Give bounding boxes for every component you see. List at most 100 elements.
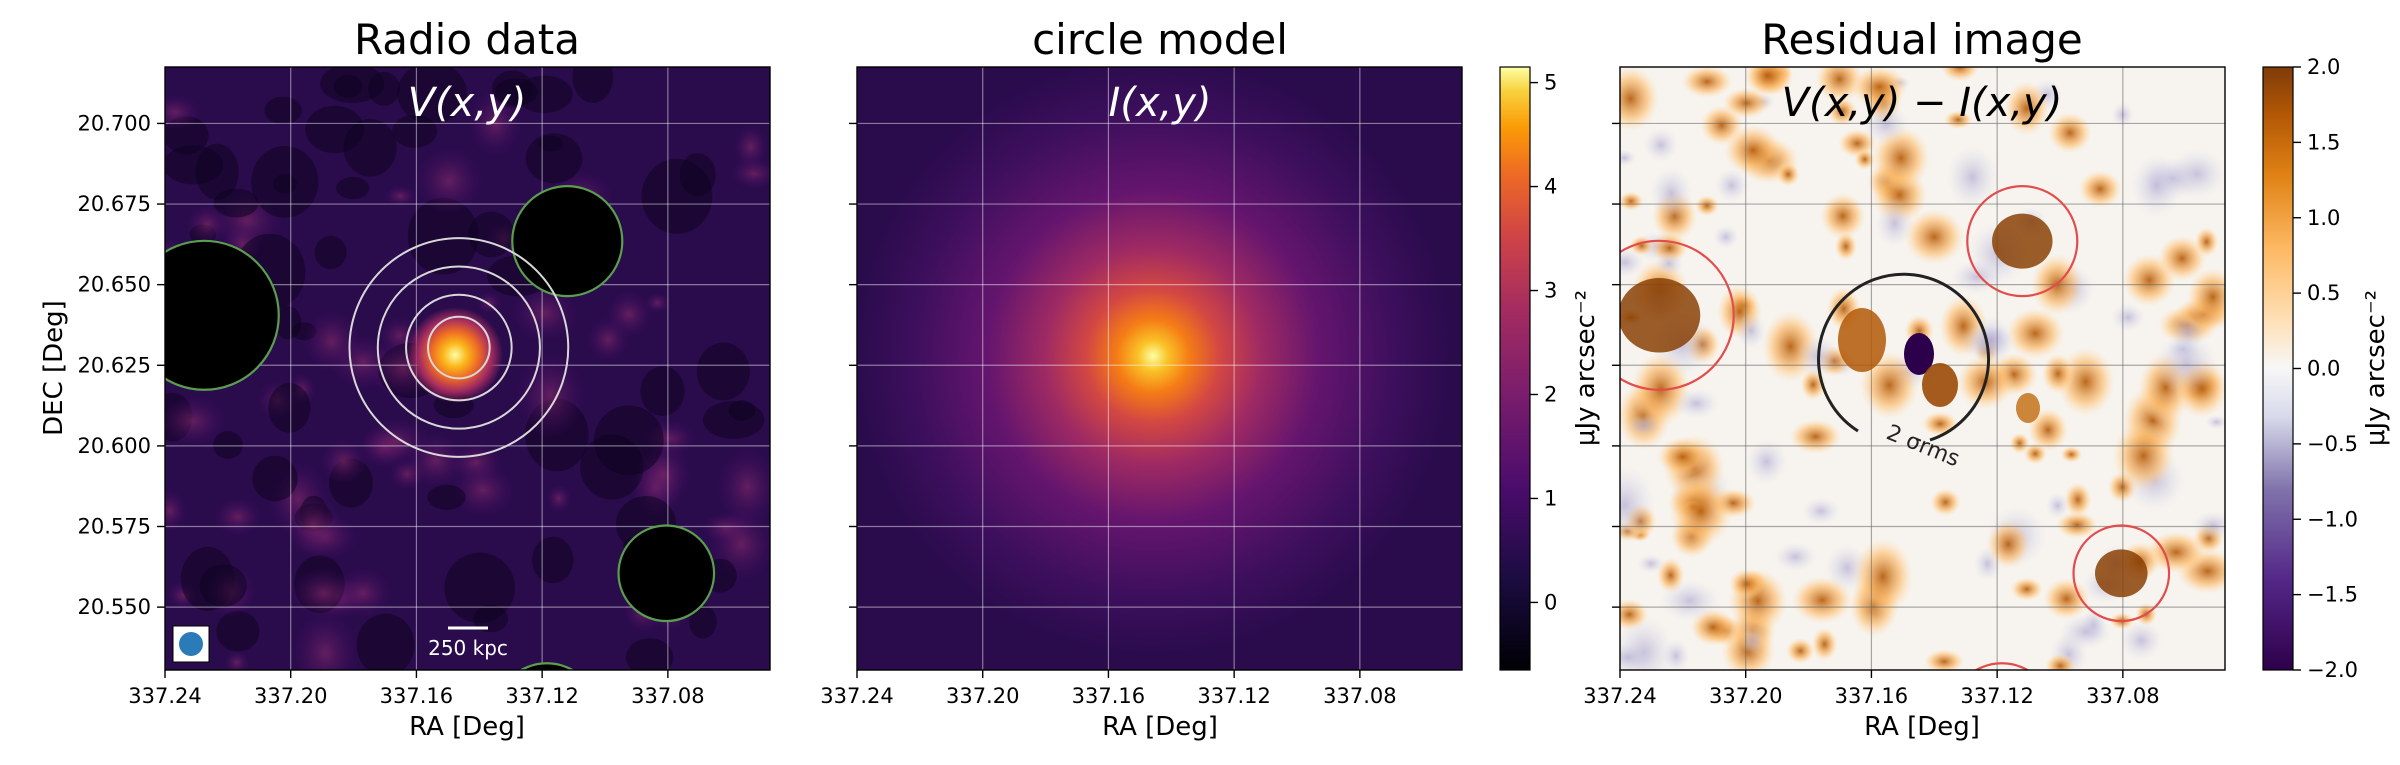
noise-blob — [2009, 432, 2030, 454]
panel-formula-model: I(x,y) — [1108, 80, 1211, 126]
noise-blob — [2155, 332, 2218, 396]
noise-blob — [531, 536, 574, 584]
noise-blob — [1802, 497, 1841, 525]
panel-title-model: circle model — [1032, 15, 1288, 64]
noise-blob — [1620, 598, 1649, 631]
noise-blob — [467, 88, 523, 158]
noise-blob — [640, 366, 685, 416]
masked-source-residual — [1992, 213, 2053, 269]
noise-blob — [2055, 511, 2099, 539]
noise-blob — [2063, 482, 2092, 518]
x-tick-label: 337.12 — [1197, 684, 1270, 708]
colorbar-tick-label: 3 — [1544, 279, 1557, 303]
residual-colorbar-ticks: 2.0 1.5 1.0 0.5 0.0 −0.5 −1.0 −1.5 −2.0 — [2293, 55, 2358, 682]
colorbar-tick-label: −1.0 — [2307, 507, 2358, 531]
residual-blob — [1922, 363, 1958, 407]
noise-blob — [2041, 353, 2075, 395]
noise-blob — [1745, 438, 1788, 485]
noise-blob — [1852, 537, 1914, 616]
masked-source — [165, 239, 280, 391]
noise-blob — [515, 75, 573, 114]
colorbar-tick-label: 2.0 — [2307, 55, 2340, 79]
noise-blob — [2027, 407, 2069, 452]
noise-blob — [1791, 575, 1854, 625]
noise-blob — [224, 650, 250, 670]
noise-blob — [450, 462, 516, 518]
noise-blob — [2058, 613, 2113, 651]
masked-source-residual — [1620, 278, 1701, 353]
x-tick-label: 337.16 — [380, 684, 453, 708]
residual-colorbar — [2262, 66, 2294, 671]
residual-x-label: RA [Deg] — [1864, 712, 1980, 742]
noise-blob — [2005, 307, 2066, 360]
colorbar-tick-label: 0.5 — [2307, 281, 2340, 305]
noise-blob — [252, 455, 298, 502]
noise-blob — [2186, 267, 2225, 327]
noise-blob — [1930, 488, 1962, 517]
noise-blob — [468, 211, 515, 258]
noise-blob — [1854, 148, 1876, 170]
masked-source-outline — [1620, 239, 1735, 391]
noise-blob — [2042, 577, 2091, 621]
colorbar-tick-label: 0 — [1544, 590, 1557, 614]
noise-blob — [1968, 314, 2014, 366]
noise-blob — [333, 74, 363, 98]
noise-blob — [1659, 579, 1721, 622]
noise-blob — [165, 395, 227, 447]
radio-y-ticks: 20.700 20.675 20.650 20.625 20.600 20.575 20.5… — [78, 111, 165, 619]
residual-axes-frame — [1619, 66, 2226, 671]
panel-formula-residual: V(x,y) − I(x,y) — [1782, 80, 2063, 126]
noise-blob — [593, 405, 664, 476]
noise-blob — [1620, 149, 1637, 167]
noise-blob — [343, 118, 397, 177]
noise-blob — [1859, 350, 1920, 420]
noise-blob — [1940, 67, 1980, 82]
colorbar-tick-label: 4 — [1544, 175, 1557, 199]
noise-blob — [625, 638, 674, 670]
noise-blob — [545, 484, 572, 514]
panel-title-radio: Radio data — [354, 15, 580, 64]
noise-blob — [1649, 167, 1693, 220]
noise-blob — [314, 235, 347, 270]
noise-blob — [2130, 153, 2182, 219]
noise-blob — [397, 67, 467, 124]
y-tick-label: 20.650 — [78, 273, 151, 297]
noise-blob — [1668, 474, 1733, 548]
noise-blob — [1620, 641, 1653, 670]
noise-blob — [165, 93, 202, 131]
noise-blob — [356, 613, 415, 670]
noise-blob — [384, 185, 418, 207]
noise-blob — [213, 497, 263, 537]
masked-source — [511, 185, 624, 298]
noise-blob — [538, 135, 564, 152]
noise-blob — [1620, 67, 1660, 132]
y-tick-label: 20.700 — [78, 111, 151, 135]
noise-blob — [728, 400, 756, 421]
colorbar-tick-label: 1 — [1544, 486, 1557, 510]
noise-blob — [1743, 67, 1791, 97]
radio-contour-rings — [348, 237, 570, 458]
noise-blob — [1943, 110, 1973, 130]
noise-blob — [1850, 67, 1909, 108]
noise-blob — [1681, 67, 1733, 99]
masked-source — [519, 662, 575, 670]
model-grid — [857, 67, 1462, 670]
model-y-ticks — [849, 122, 857, 608]
noise-blob — [1923, 649, 1965, 670]
noise-blob — [319, 438, 368, 485]
noise-blob — [2194, 226, 2219, 257]
noise-blob — [186, 204, 229, 245]
noise-blob — [213, 188, 259, 218]
y-tick-label: 20.575 — [78, 515, 151, 539]
noise-blob — [407, 197, 479, 275]
model-panel: circle model I(x,y) 337.24 337.20 337.16 33… — [820, 15, 1601, 742]
noise-blob — [1903, 208, 1966, 266]
y-tick-label: 20.550 — [78, 595, 151, 619]
noise-blob — [1863, 104, 1909, 145]
noise-blob — [284, 493, 343, 557]
beam-ellipse — [179, 632, 203, 656]
residual-panel: Residual image 2 σrms V(x,y) − I(x,y) 33… — [1583, 15, 2391, 742]
noise-blob — [1921, 411, 1959, 437]
noise-blob — [2111, 420, 2175, 492]
noise-blob — [291, 609, 360, 670]
